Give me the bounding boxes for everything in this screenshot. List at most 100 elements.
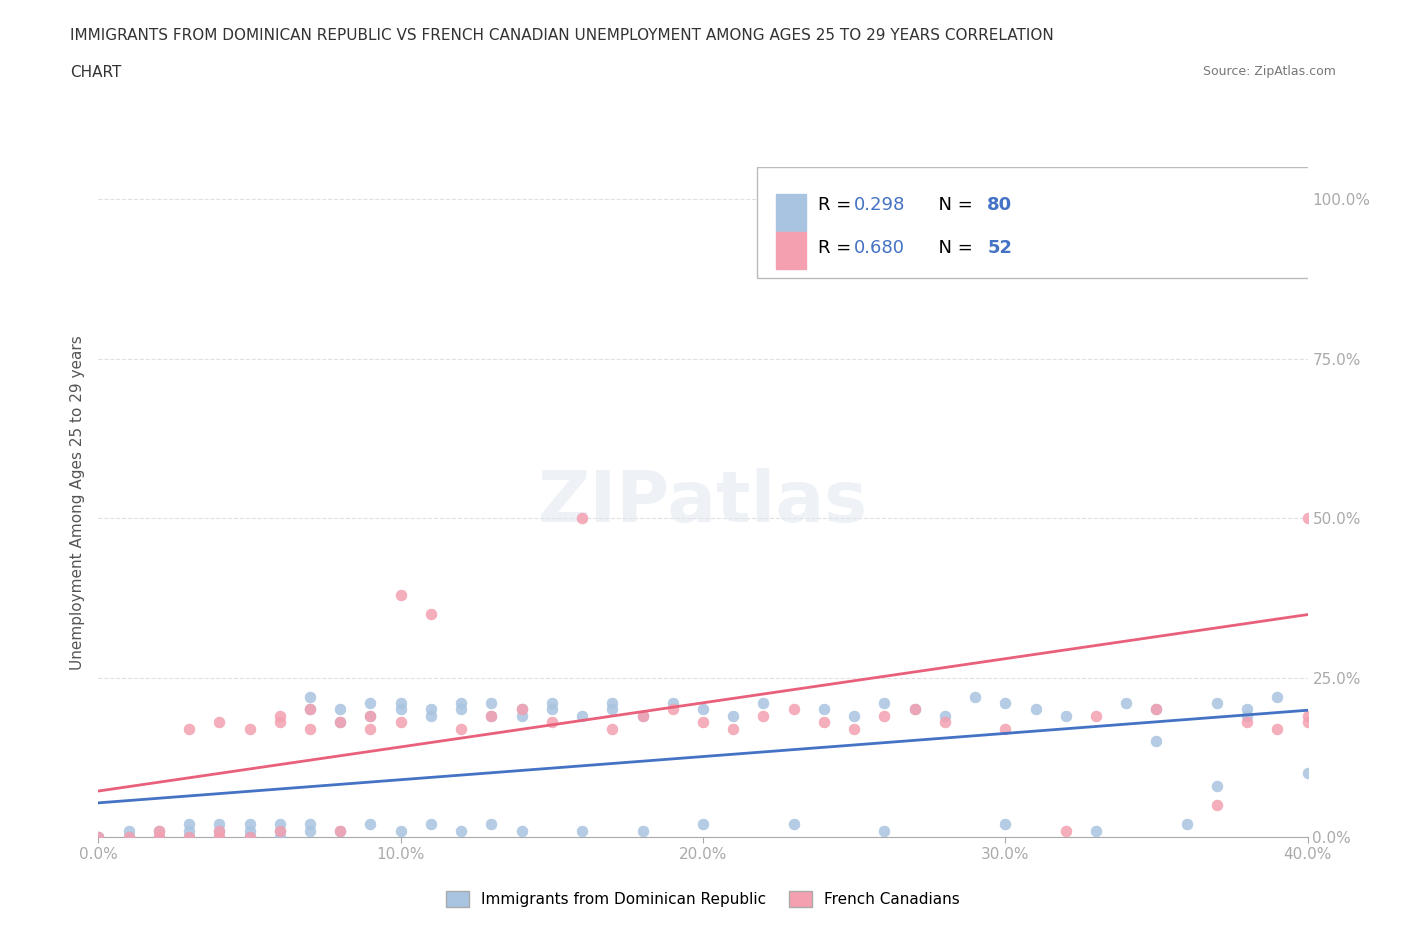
- Point: [994, 696, 1017, 711]
- Point: [239, 830, 262, 844]
- Point: [118, 830, 141, 844]
- Point: [1206, 798, 1229, 813]
- Point: [208, 830, 231, 844]
- Point: [1236, 709, 1258, 724]
- Point: [269, 823, 291, 838]
- Point: [1206, 696, 1229, 711]
- Point: [1085, 709, 1108, 724]
- Point: [1236, 715, 1258, 730]
- Point: [934, 709, 956, 724]
- Point: [269, 830, 291, 844]
- Point: [782, 702, 804, 717]
- Text: 80: 80: [1035, 201, 1060, 219]
- Point: [481, 696, 503, 711]
- Point: [208, 823, 231, 838]
- Point: [752, 696, 775, 711]
- Point: [1236, 192, 1258, 206]
- Point: [329, 823, 352, 838]
- Point: [299, 721, 322, 736]
- Point: [389, 587, 412, 602]
- Point: [1024, 702, 1046, 717]
- Point: [782, 817, 804, 831]
- Point: [481, 709, 503, 724]
- Point: [389, 696, 412, 711]
- Point: [631, 823, 654, 838]
- Point: [118, 830, 141, 844]
- Point: [419, 709, 441, 724]
- Point: [329, 715, 352, 730]
- Point: [1296, 715, 1319, 730]
- Point: [692, 702, 714, 717]
- Point: [299, 689, 322, 704]
- Point: [1296, 765, 1319, 780]
- Point: [540, 715, 562, 730]
- Point: [994, 817, 1017, 831]
- Point: [148, 823, 170, 838]
- Point: [177, 823, 201, 838]
- Point: [389, 702, 412, 717]
- Point: [450, 702, 472, 717]
- Point: [329, 823, 352, 838]
- Point: [510, 709, 533, 724]
- Point: [239, 830, 262, 844]
- Point: [450, 721, 472, 736]
- Point: [540, 702, 562, 717]
- Point: [419, 817, 441, 831]
- Point: [1296, 511, 1319, 525]
- Text: R =: R =: [818, 195, 856, 214]
- Point: [269, 817, 291, 831]
- Point: [1054, 709, 1077, 724]
- Text: R =: R =: [818, 239, 856, 257]
- Point: [329, 715, 352, 730]
- Point: [540, 696, 562, 711]
- Point: [692, 817, 714, 831]
- Point: [1296, 709, 1319, 724]
- Point: [965, 689, 987, 704]
- Point: [813, 702, 835, 717]
- Legend: Immigrants from Dominican Republic, French Canadians: Immigrants from Dominican Republic, Fren…: [440, 884, 966, 913]
- Point: [208, 823, 231, 838]
- Point: [87, 830, 110, 844]
- Point: [510, 702, 533, 717]
- Point: [177, 830, 201, 844]
- Point: [1054, 823, 1077, 838]
- Point: [239, 721, 262, 736]
- Point: [873, 696, 896, 711]
- Point: [299, 823, 322, 838]
- Text: N =: N =: [927, 195, 979, 214]
- Text: ZIPatlas: ZIPatlas: [538, 468, 868, 537]
- Point: [752, 709, 775, 724]
- Point: [1115, 696, 1137, 711]
- Point: [208, 817, 231, 831]
- Point: [510, 702, 533, 717]
- Text: IMMIGRANTS FROM DOMINICAN REPUBLIC VS FRENCH CANADIAN UNEMPLOYMENT AMONG AGES 25: IMMIGRANTS FROM DOMINICAN REPUBLIC VS FR…: [70, 28, 1054, 43]
- Point: [269, 709, 291, 724]
- Point: [208, 830, 231, 844]
- Point: [87, 830, 110, 844]
- Point: [419, 606, 441, 621]
- Text: N =: N =: [927, 239, 979, 257]
- Point: [329, 702, 352, 717]
- Text: R = 0.680   N = 52: R = 0.680 N = 52: [793, 247, 965, 266]
- Point: [148, 830, 170, 844]
- Point: [873, 709, 896, 724]
- Point: [360, 721, 382, 736]
- Y-axis label: Unemployment Among Ages 25 to 29 years: Unemployment Among Ages 25 to 29 years: [69, 335, 84, 670]
- Point: [510, 823, 533, 838]
- Point: [299, 817, 322, 831]
- Point: [1175, 817, 1198, 831]
- Text: 0.298: 0.298: [903, 201, 953, 219]
- Point: [1144, 734, 1167, 749]
- Point: [721, 709, 744, 724]
- Point: [208, 715, 231, 730]
- Point: [177, 830, 201, 844]
- Text: Source: ZipAtlas.com: Source: ZipAtlas.com: [1202, 65, 1336, 78]
- Bar: [776, 194, 806, 231]
- Point: [631, 709, 654, 724]
- Point: [481, 709, 503, 724]
- Point: [360, 709, 382, 724]
- Point: [299, 702, 322, 717]
- Point: [269, 715, 291, 730]
- Point: [904, 702, 927, 717]
- FancyBboxPatch shape: [758, 167, 1313, 278]
